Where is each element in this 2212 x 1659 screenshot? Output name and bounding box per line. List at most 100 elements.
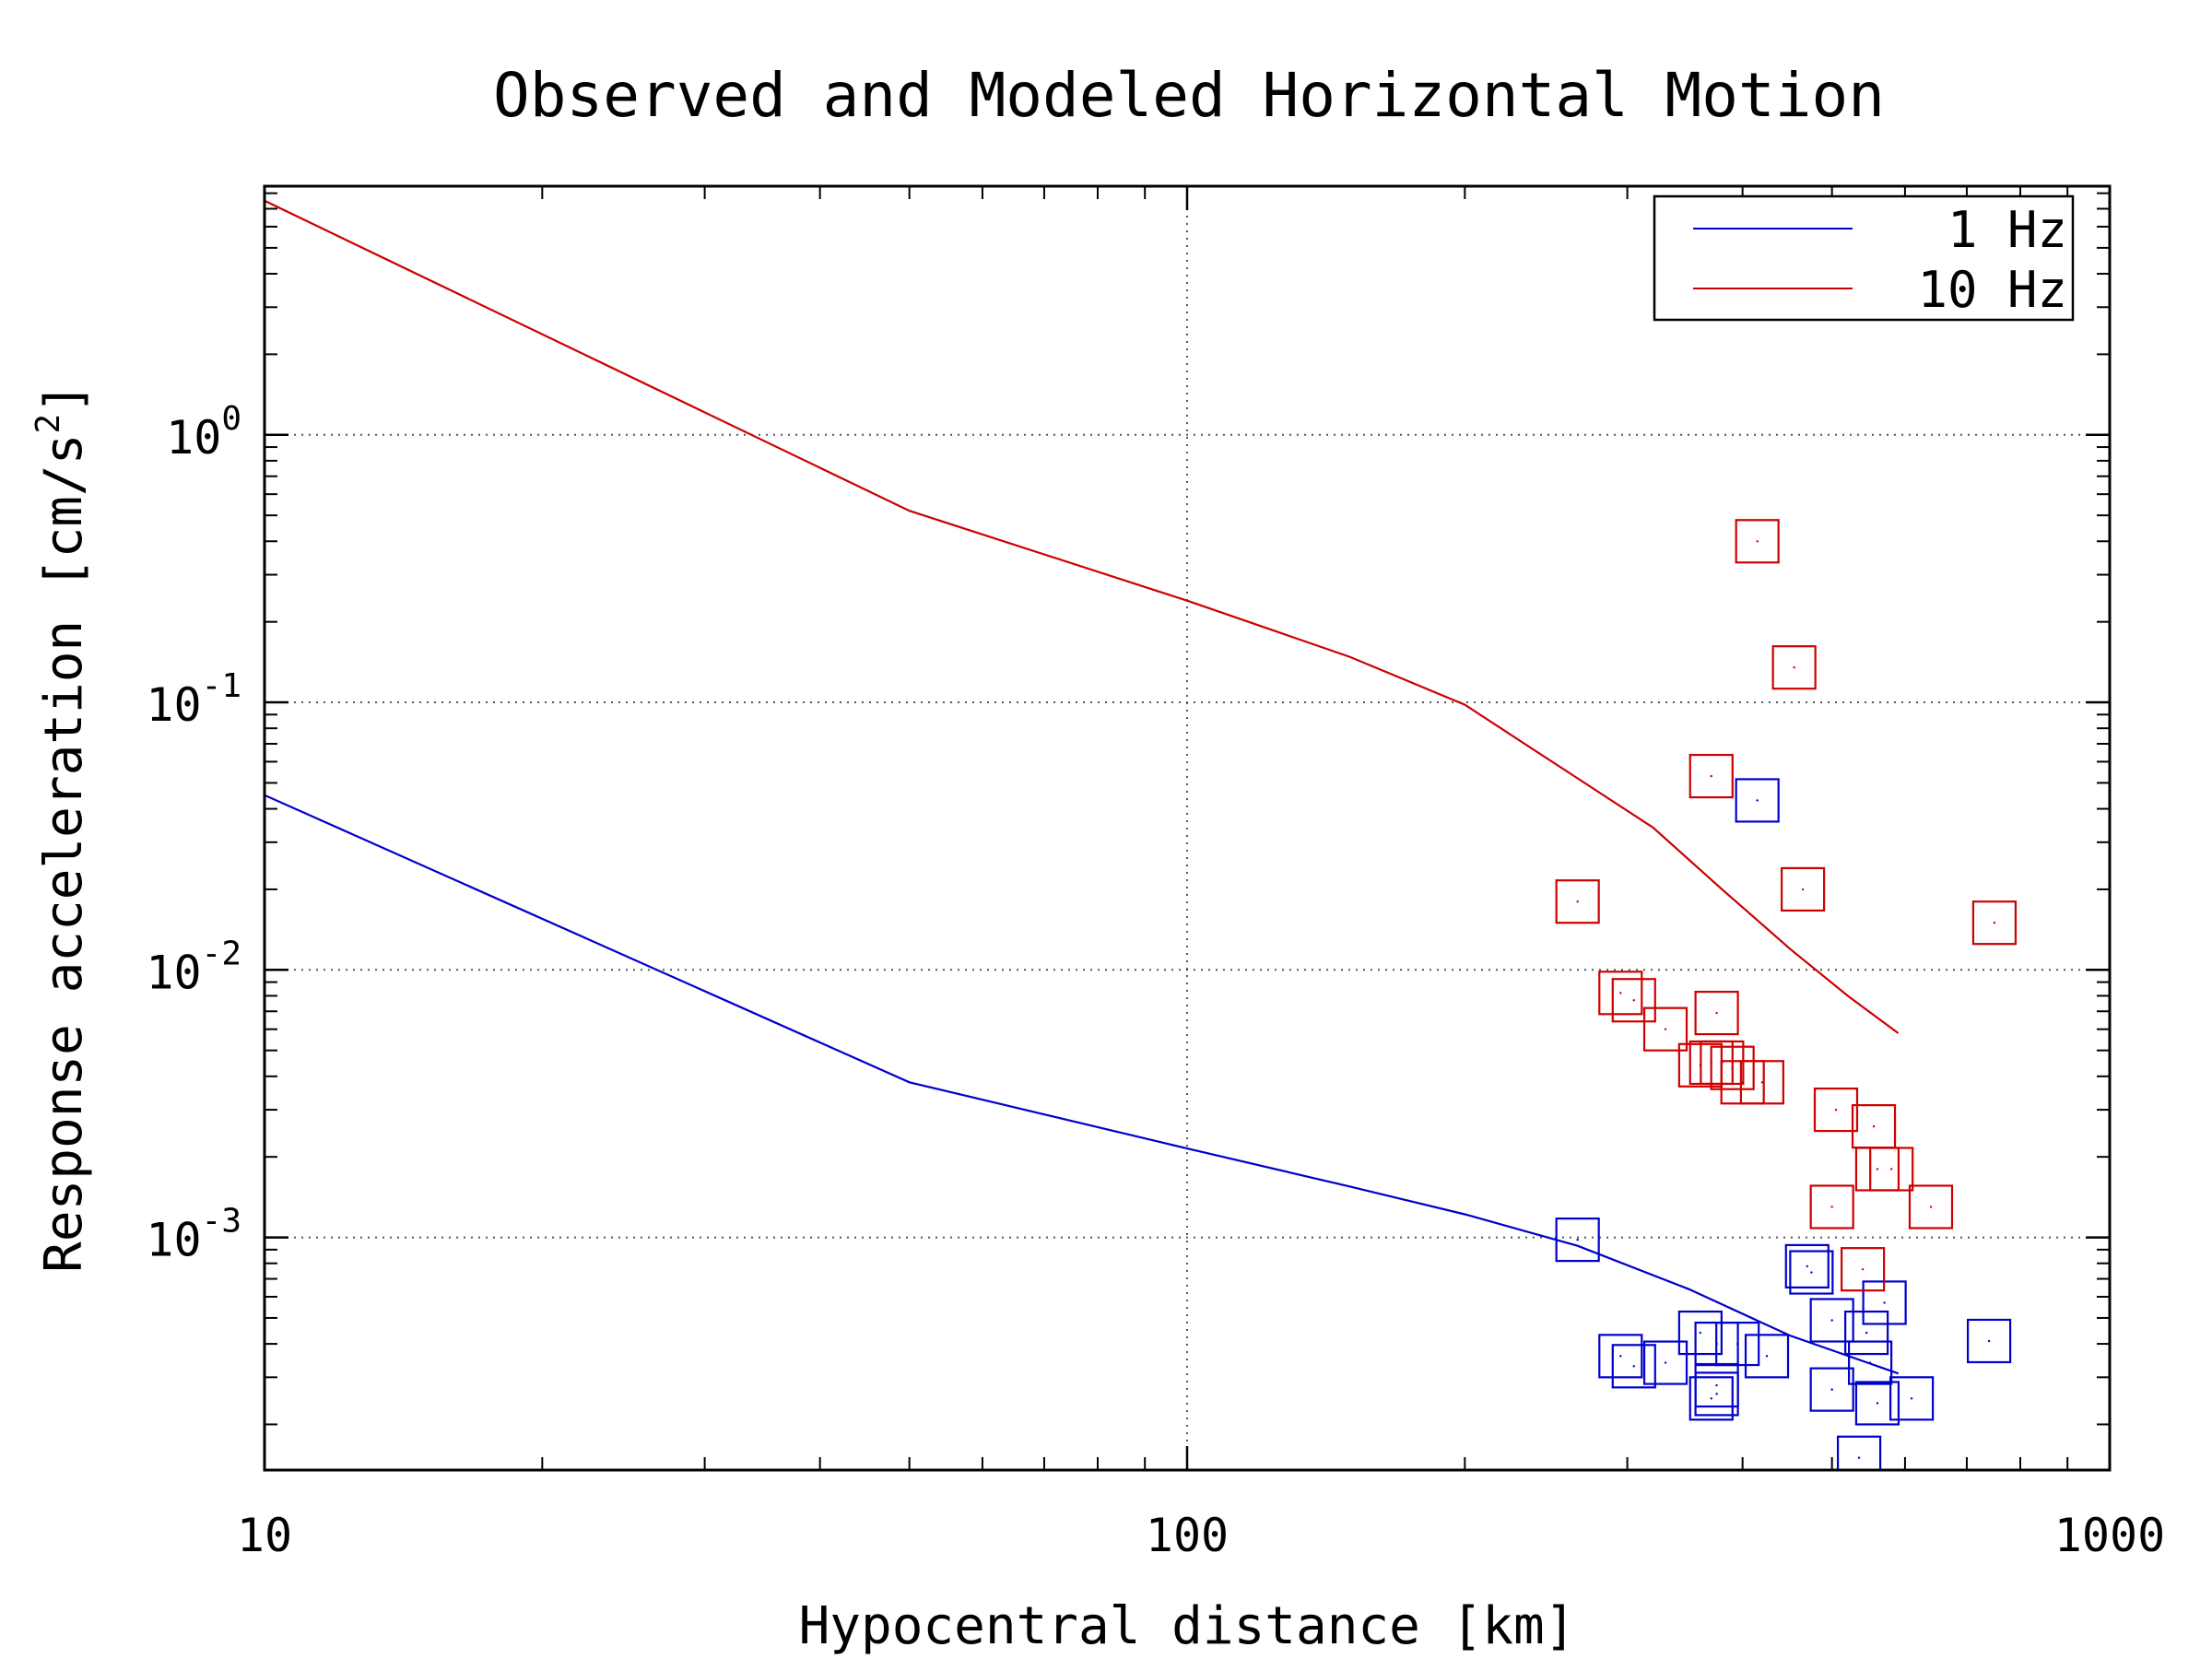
legend: 1 Hz 10 Hz [1653,194,2075,322]
observed-point-center-10hz [1834,1108,1838,1112]
y-axis-label: Response acceleration [cm/s2] [29,382,94,1273]
observed-point-1hz [1809,1298,1854,1343]
tick-labels: 10 100 1000 100 10-1 10-2 10-3 [146,400,2165,1562]
observed-point-center-1hz [1735,1342,1739,1346]
observed-point-center-10hz [1760,1081,1764,1084]
observed-point-center-10hz [1929,1206,1933,1208]
observed-point-center-10hz [1632,999,1635,1002]
observed-point-center-10hz [1872,1124,1876,1128]
observed-point-10hz [1869,1147,1914,1192]
observed-point-center-1hz [1632,1365,1635,1368]
observed-point-center-1hz [1865,1331,1868,1335]
observed-point-1hz [1611,1344,1656,1389]
observed-point-center-1hz [1857,1456,1861,1459]
observed-point-center-10hz [1830,1206,1833,1208]
observed-point-10hz [1813,1087,1859,1133]
observed-point-10hz [1781,866,1826,912]
legend-label-1hz: 1 Hz [1947,201,2067,259]
observed-point-center-1hz [1715,1383,1718,1387]
observed-point-10hz [1908,1184,1954,1230]
grid-lines [265,186,2110,1470]
model-line-1hz [265,794,1899,1375]
observed-point-center-1hz [1810,1271,1813,1274]
observed-point-center-1hz [1664,1361,1667,1364]
observed-point-center-10hz [1876,1168,1879,1171]
observed-point-center-10hz [1715,1011,1718,1015]
observed-point-center-10hz [1576,900,1579,903]
observed-point-center-1hz [1806,1265,1808,1268]
observed-point-10hz [1555,879,1600,924]
observed-point-1hz [1598,1334,1643,1379]
x-axis-label: Hypocentral distance [km] [799,1596,1576,1656]
observed-point-1hz [1844,1310,1889,1356]
observed-point-1hz [1789,1250,1834,1295]
observed-point-center-1hz [1710,1397,1712,1400]
observed-point-center-10hz [1801,888,1805,891]
observed-point-center-1hz [1830,1319,1833,1322]
observed-point-10hz [1739,1060,1784,1105]
observed-point-center-10hz [1756,540,1759,543]
model-line-10hz [265,199,1900,1034]
x-tick-label: 10 [237,1509,292,1562]
observed-point-10hz [1841,1247,1886,1292]
observed-point-center-1hz [1576,1238,1579,1241]
observed-point-center-1hz [1756,799,1759,802]
observed-point-center-10hz [1741,1081,1744,1084]
observed-point-10hz [1694,990,1739,1036]
observed-point-10hz [1710,1045,1755,1090]
observed-point-center-1hz [1699,1331,1702,1335]
observed-point-1hz [1642,1340,1688,1385]
observed-point-10hz [1598,971,1643,1016]
observed-point-1hz [1744,1334,1790,1379]
axis-ticks [263,186,2112,1470]
observed-point-1hz [1809,1367,1854,1412]
observed-point-10hz [1735,519,1780,564]
y-tick-label: 10-1 [146,667,241,732]
legend-label-10hz: 10 Hz [1917,261,2067,319]
observed-point-center-10hz [1619,992,1622,994]
observed-point-center-1hz [1987,1339,1991,1343]
observed-point-center-10hz [1993,921,1996,924]
observed-point-center-1hz [1765,1355,1769,1358]
observed-point-10hz [1971,900,2018,946]
x-tick-label: 1000 [2054,1509,2165,1562]
observed-point-1hz [1677,1310,1723,1356]
observed-point-center-10hz [1664,1028,1667,1030]
observed-point-1hz [1967,1318,2012,1364]
observed-point-1hz [1848,1340,1893,1385]
observed-point-1hz [1694,1371,1739,1417]
observed-point-center-1hz [1876,1402,1879,1405]
observed-point-1hz [1784,1243,1830,1288]
series-10hz [265,199,2018,1292]
y-tick-label: 10-3 [146,1203,241,1267]
observed-point-center-10hz [1889,1168,1893,1171]
observed-point-center-10hz [1861,1267,1865,1271]
observed-point-center-1hz [1868,1361,1872,1364]
observed-point-center-10hz [1793,666,1795,669]
observed-point-1hz [1735,778,1780,823]
legend-box [1653,194,2075,322]
series-1hz [265,778,2012,1470]
observed-point-10hz [1642,1006,1688,1052]
observed-point-10hz [1688,753,1734,799]
observed-point-1hz [1555,1218,1600,1263]
plot-frame [263,184,2112,1472]
observed-point-center-1hz [1715,1393,1718,1395]
observed-point-1hz [1889,1376,1935,1421]
observed-point-10hz [1611,978,1656,1023]
y-tick-label: 100 [166,400,241,465]
series-layer [265,199,2018,1470]
y-tick-label: 10-2 [146,935,241,999]
chart-title: Observed and Modeled Horizontal Motion [493,60,1885,131]
observed-point-center-1hz [1830,1388,1833,1391]
observed-point-1hz [1688,1376,1734,1421]
observed-point-1hz [1854,1381,1900,1426]
observed-point-1hz [1836,1435,1882,1470]
observed-point-center-1hz [1883,1301,1886,1304]
observed-point-center-1hz [1910,1397,1913,1400]
observed-point-center-10hz [1731,1066,1734,1069]
observed-point-10hz [1809,1184,1854,1230]
x-tick-label: 100 [1146,1509,1229,1562]
observed-point-center-10hz [1710,774,1712,778]
